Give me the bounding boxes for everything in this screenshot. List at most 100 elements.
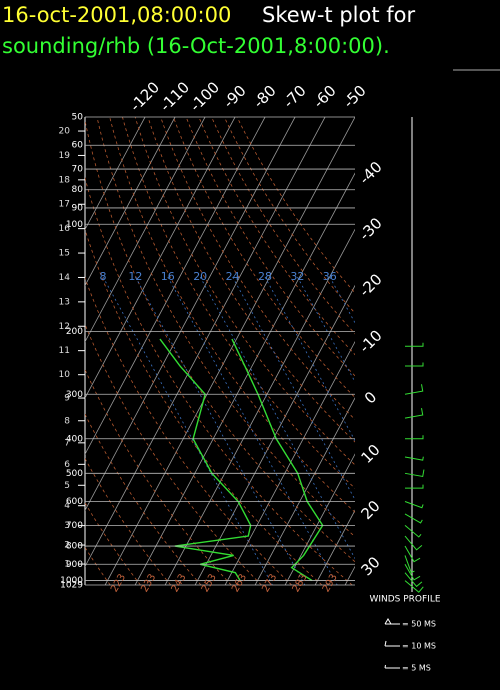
pressure-label: 400 — [66, 434, 83, 444]
dry-adiabat — [96, 117, 355, 538]
wind-title: WINDS PROFILE — [369, 595, 440, 605]
title-date: 16-oct-2001,08:00:00 — [2, 3, 231, 27]
dry-adiabat — [85, 228, 323, 585]
wind-barb — [404, 456, 424, 461]
wind-barb — [405, 435, 424, 440]
dry-adiabat — [109, 117, 355, 513]
height-label: 10 — [59, 370, 71, 380]
wind-barb — [404, 535, 423, 551]
wind-barb — [404, 564, 421, 581]
height-label: 15 — [59, 249, 70, 259]
isotherm — [85, 117, 236, 399]
height-label: 7 — [64, 438, 70, 448]
mixing-ratio-label: 20 — [193, 270, 207, 283]
pressure-label: 1000 — [60, 576, 83, 586]
isotherm — [284, 453, 355, 585]
pressure-label: 600 — [66, 497, 83, 507]
legend-barb — [384, 664, 400, 669]
chart-title: Skew-t plot for — [262, 3, 415, 27]
height-label: 6 — [64, 460, 70, 470]
pressure-label: 300 — [66, 390, 83, 400]
mixing-ratio-label: 8 — [100, 270, 107, 283]
height-label: 8 — [64, 416, 70, 426]
isotherm — [104, 117, 355, 585]
isotherm — [85, 117, 146, 231]
dry-adiabat — [185, 117, 355, 377]
wind-barb — [404, 513, 423, 524]
mixing-ratio-label: 16 — [161, 270, 175, 283]
height-label: 20 — [59, 127, 71, 137]
isotherm — [85, 117, 296, 512]
dry-adiabat — [198, 117, 355, 356]
height-label: 14 — [59, 273, 71, 283]
height-label: 3 — [64, 521, 70, 531]
dry-adiabat — [85, 118, 355, 563]
isotherm — [194, 284, 355, 585]
legend-label: = 10 MS — [402, 642, 436, 651]
pressure-label: 50 — [72, 113, 84, 123]
height-label: 18 — [59, 175, 71, 185]
legend-label: = 5 MS — [402, 664, 431, 673]
height-label: 19 — [59, 151, 71, 161]
isotherm — [85, 117, 326, 568]
mixing-ratio-label: 12 — [128, 270, 142, 283]
isotherm — [164, 228, 355, 585]
height-label: 17 — [59, 200, 70, 210]
wind-barb — [404, 384, 424, 395]
mixing-ratio-line — [264, 276, 355, 442]
height-label: 2 — [64, 541, 70, 551]
dry-adiabat — [85, 457, 171, 585]
pressure-label: 800 — [66, 542, 83, 552]
mixing-ratio-line — [167, 276, 338, 585]
height-label: 5 — [64, 481, 70, 491]
pressure-label: 200 — [66, 327, 83, 337]
legend-barb — [384, 618, 400, 625]
height-label: 9 — [64, 394, 70, 404]
height-label: 11 — [59, 346, 70, 356]
wind-barb — [404, 545, 421, 563]
pressure-label: 80 — [72, 185, 84, 195]
height-label: 12 — [59, 322, 70, 332]
mixing-ratio-line — [102, 276, 273, 585]
wind-barb — [404, 572, 423, 588]
pressure-label: 90 — [72, 203, 84, 213]
wind-barb — [404, 501, 424, 509]
plot-area — [85, 117, 355, 585]
wind-barb — [405, 362, 424, 367]
pressure-label: 1029 — [60, 581, 83, 591]
mixing-ratio-label: 24 — [226, 270, 240, 283]
dry-adiabat — [85, 276, 292, 585]
pressure-label: 700 — [66, 521, 83, 531]
legend-barb — [384, 640, 400, 647]
profile-line — [231, 338, 324, 582]
pressure-label: 100 — [66, 220, 83, 230]
dry-adiabat — [122, 117, 355, 489]
wind-barb — [404, 469, 425, 478]
mixing-ratio-line — [135, 276, 306, 585]
mixing-ratio-label: 32 — [290, 270, 304, 283]
wind-barb — [404, 408, 424, 419]
pressure-label: 900 — [66, 560, 83, 570]
height-label: 13 — [59, 297, 70, 307]
isotherm — [134, 172, 355, 585]
height-label: 1 — [64, 560, 70, 570]
wind-barb — [404, 580, 424, 593]
mixing-ratio-line — [232, 276, 355, 501]
height-label: 4 — [64, 501, 70, 511]
isotherm — [224, 340, 355, 585]
height-label: 16 — [59, 224, 71, 234]
isotherm — [85, 117, 266, 456]
wind-barb — [405, 342, 424, 347]
pressure-label: 70 — [72, 165, 84, 175]
mixing-ratio-label: 36 — [323, 270, 337, 283]
dry-adiabat — [173, 117, 355, 399]
legend-label: = 50 MS — [402, 620, 436, 629]
wind-barb — [404, 524, 422, 538]
mixing-ratio-line — [199, 276, 355, 560]
dry-adiabat — [160, 117, 355, 421]
dry-adiabat — [85, 368, 232, 585]
mixing-ratio-label: 28 — [258, 270, 272, 283]
pressure-label: 60 — [72, 141, 84, 151]
